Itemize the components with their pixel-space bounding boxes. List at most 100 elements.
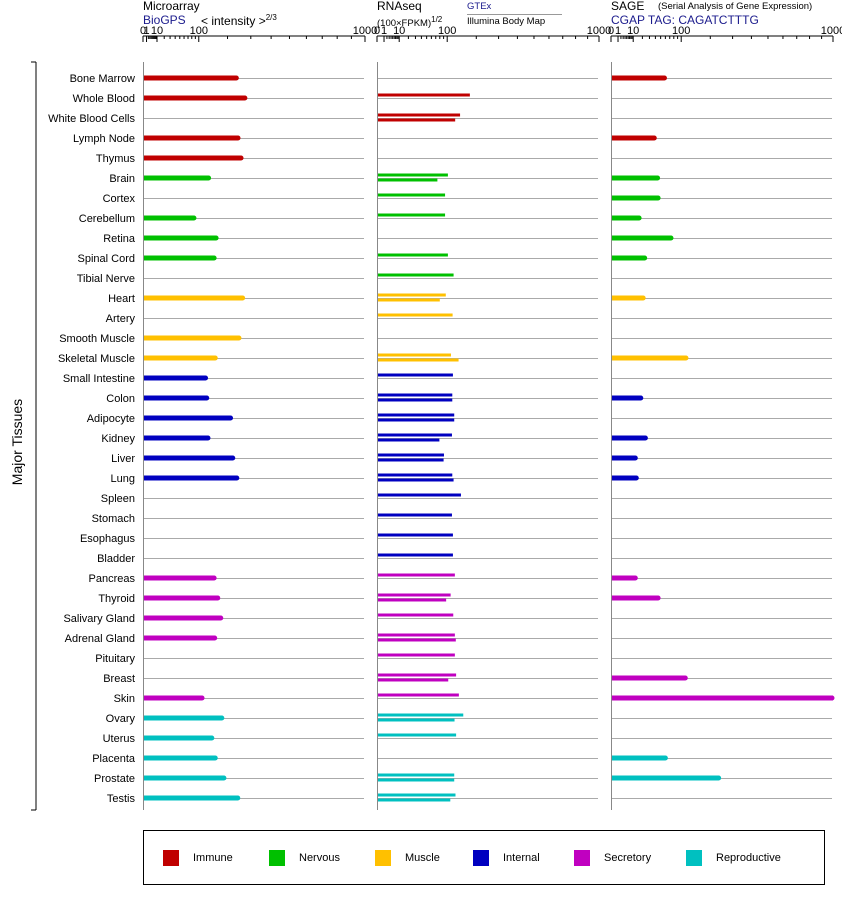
microarray-bar-cap: [240, 295, 246, 301]
category-label: White Blood Cells: [48, 113, 135, 125]
microarray-bar-cap: [191, 215, 197, 221]
category-label: Bone Marrow: [70, 73, 135, 85]
rnaseq-bar: [377, 713, 464, 717]
rnaseq-bar: [377, 273, 454, 277]
microarray-bar-cap: [235, 795, 241, 801]
legend-label-internal: Internal: [503, 852, 540, 864]
sage-bar-cap: [682, 675, 688, 681]
sage-bar-cap: [642, 435, 648, 441]
sage-bar: [611, 215, 640, 221]
microarray-tick-label-100: 100: [190, 25, 208, 37]
microarray-bar-cap: [221, 775, 227, 781]
category-label: Small Intestine: [63, 373, 135, 385]
category-label: Liver: [111, 453, 135, 465]
category-label: Retina: [103, 233, 136, 245]
microarray-bar: [143, 335, 239, 341]
rnaseq-bar: [377, 478, 454, 482]
rnaseq-bar: [377, 613, 454, 617]
rnaseq-bar: [377, 673, 457, 677]
sage-bar-cap: [655, 595, 661, 601]
microarray-bar: [143, 755, 216, 761]
sage-bar-cap: [642, 255, 648, 261]
microarray-bar-cap: [205, 435, 211, 441]
microarray-tick-label-10: 10: [151, 25, 163, 37]
sage-bar-cap: [638, 395, 644, 401]
category-label: Salivary Gland: [63, 613, 135, 625]
sage-bar: [611, 195, 659, 201]
rnaseq-bar: [377, 718, 455, 722]
category-label: Prostate: [94, 773, 135, 785]
microarray-bar: [143, 135, 238, 141]
sage-tick-label-1: 1: [615, 25, 621, 37]
legend-swatch-nervous: [269, 850, 285, 866]
sage-bar: [611, 435, 646, 441]
sage-bar-cap: [632, 575, 638, 581]
rnaseq-tick-label-100: 100: [438, 25, 456, 37]
microarray-bar-cap: [235, 135, 241, 141]
category-label: Tibial Nerve: [77, 273, 135, 285]
category-label: Colon: [106, 393, 135, 405]
microarray-bar-cap: [219, 715, 225, 721]
grid-layer: [143, 78, 832, 799]
legend-swatch-reproductive: [686, 850, 702, 866]
rnaseq-unit-exp: 1/2: [431, 15, 443, 24]
category-label: Pituitary: [95, 653, 135, 665]
sage-bar-cap: [636, 215, 642, 221]
rnaseq-bar: [377, 213, 446, 217]
microarray-bar-cap: [204, 395, 210, 401]
rnaseq-bar: [377, 358, 459, 362]
microarray-bar-cap: [236, 335, 242, 341]
rnaseq-bar: [377, 593, 451, 597]
microarray-unit-prefix: < intensity >: [201, 14, 266, 28]
rnaseq-unit: (100×FPKM)1/2: [377, 16, 442, 29]
rnaseq-bar: [377, 418, 455, 422]
category-label: Spleen: [101, 493, 135, 505]
rnaseq-bar: [377, 458, 444, 462]
sage-bar-cap: [651, 135, 657, 141]
category-label: Thyroid: [98, 593, 135, 605]
microarray-bar-cap: [212, 635, 218, 641]
category-label: Heart: [108, 293, 135, 305]
sage-bar-cap: [655, 195, 661, 201]
microarray-bar-cap: [228, 415, 234, 421]
category-label: Uterus: [103, 733, 136, 745]
rnaseq-unit-prefix: (100×FPKM): [377, 18, 432, 30]
microarray-bar-cap: [213, 235, 219, 241]
sage-bar-cap: [661, 75, 667, 81]
y-axis-label: Major Tissues: [9, 398, 25, 486]
microarray-bar: [143, 175, 209, 181]
microarray-bar: [143, 295, 243, 301]
category-label: Kidney: [101, 433, 135, 445]
rnaseq-bar: [377, 453, 444, 457]
microarray-bar: [143, 255, 215, 261]
category-label: Skeletal Muscle: [58, 353, 135, 365]
microarray-bar-cap: [206, 175, 212, 181]
rnaseq-bar: [377, 293, 446, 297]
sage-bar-cap: [633, 475, 639, 481]
microarray-bar: [143, 95, 245, 101]
rnaseq-bar: [377, 298, 440, 302]
rnaseq-bar: [377, 493, 461, 497]
rnaseq-bar: [377, 653, 455, 657]
sage-title: SAGE: [611, 0, 645, 13]
microarray-bar: [143, 795, 238, 801]
category-label: Lung: [111, 473, 135, 485]
rnaseq-bar: [377, 598, 447, 602]
rnaseq-tick-label-1: 1: [381, 25, 387, 37]
microarray-bar: [143, 775, 224, 781]
rnaseq-bar: [377, 773, 455, 777]
sage-bar-cap: [632, 455, 638, 461]
category-label: Brain: [109, 173, 135, 185]
microarray-bar: [143, 615, 221, 621]
legend-swatch-secretory: [574, 850, 590, 866]
microarray-bar: [143, 435, 208, 441]
legend-label-secretory: Secretory: [604, 852, 652, 864]
rnaseq-bar: [377, 393, 453, 397]
legend: Immune Nervous Muscle Internal Secretory…: [143, 830, 825, 885]
category-label: Ovary: [106, 713, 136, 725]
sage-bar: [611, 755, 666, 761]
microarray-bar: [143, 455, 233, 461]
rnaseq-bar: [377, 638, 456, 642]
rnaseq-tick-label-0: 0: [374, 25, 380, 37]
category-label: Thymus: [96, 153, 136, 165]
